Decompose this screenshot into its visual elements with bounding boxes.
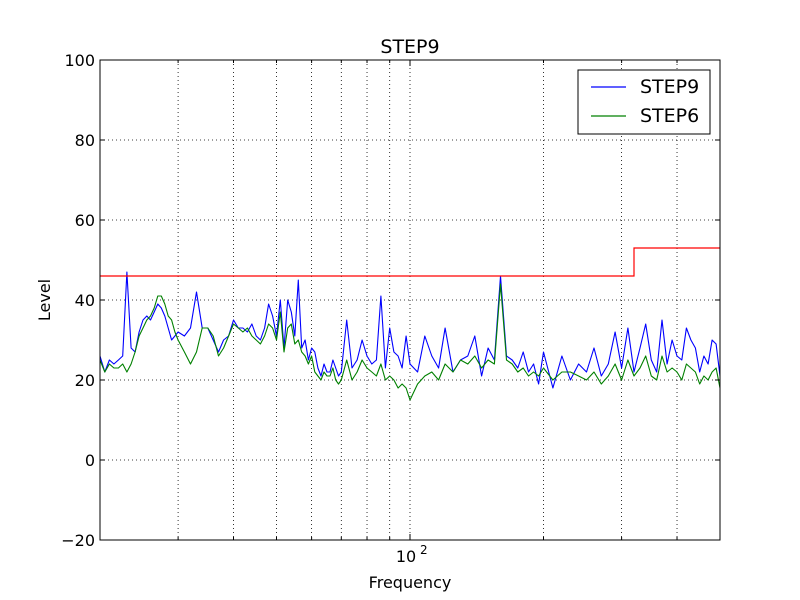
series-line-step6 [99, 283, 721, 401]
chart-title: STEP9 [380, 36, 439, 58]
legend-label-step6: STEP6 [640, 105, 699, 127]
legend-box [577, 69, 711, 135]
grid [100, 60, 720, 540]
series-line-step9 [99, 271, 721, 389]
x-tick-label-exponent: 2 [420, 543, 428, 557]
y-tick-label: 80 [75, 131, 95, 150]
ticks: −20 0 20 40 60 80 100 10 2 [61, 51, 721, 566]
x-axis-title: Frequency [369, 573, 452, 592]
y-tick-label: −20 [61, 531, 95, 550]
legend-label-step9: STEP9 [640, 76, 699, 98]
y-axis-title: Level [35, 279, 54, 321]
y-tick-label: 0 [85, 451, 95, 470]
y-tick-label: 100 [64, 51, 95, 70]
y-tick-label: 40 [75, 291, 95, 310]
y-tick-label: 20 [75, 371, 95, 390]
x-tick-label: 10 [396, 547, 416, 566]
series-layer [99, 247, 721, 401]
y-tick-label: 60 [75, 211, 95, 230]
limit-line [100, 247, 720, 277]
legend: STEP9 STEP6 [577, 69, 711, 135]
